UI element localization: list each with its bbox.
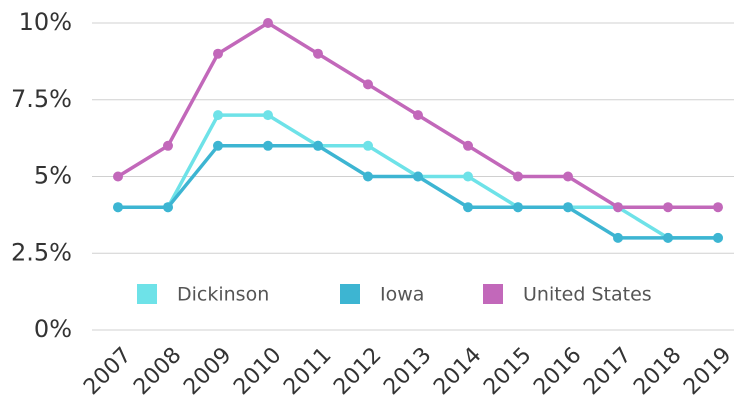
data-point: [313, 140, 323, 151]
data-point: [563, 171, 573, 182]
legend-label: United States: [523, 284, 652, 306]
data-point: [163, 202, 173, 213]
data-point: [113, 171, 123, 182]
x-tick-label: 2017: [579, 343, 636, 400]
data-point: [313, 48, 323, 59]
y-tick-label: 7.5%: [11, 85, 72, 113]
data-point: [513, 202, 523, 213]
data-point: [463, 202, 473, 213]
x-tick-label: 2015: [479, 343, 536, 400]
x-tick-label: 2010: [229, 343, 286, 400]
legend-swatch: [137, 284, 157, 304]
data-point: [513, 171, 523, 182]
x-tick-label: 2009: [179, 343, 236, 400]
x-tick-label: 2019: [679, 343, 734, 400]
data-point: [713, 202, 723, 213]
data-point: [413, 171, 423, 182]
data-point: [113, 202, 123, 213]
legend-swatch: [483, 284, 503, 304]
legend-swatch: [340, 284, 360, 304]
x-tick-label: 2013: [379, 343, 436, 400]
legend-label: Dickinson: [177, 284, 269, 306]
data-point: [613, 202, 623, 213]
y-tick-label: 2.5%: [11, 238, 72, 266]
data-point: [263, 110, 273, 121]
y-tick-label: 0%: [34, 315, 72, 343]
x-tick-label: 2011: [279, 343, 336, 400]
data-point: [363, 79, 373, 90]
legend-label: Iowa: [380, 284, 424, 306]
x-tick-label: 2008: [129, 343, 186, 400]
data-point: [713, 232, 723, 243]
data-point: [263, 18, 273, 28]
data-point: [463, 140, 473, 151]
data-point: [213, 110, 223, 121]
data-point: [363, 171, 373, 182]
data-point: [663, 232, 673, 243]
data-point: [413, 110, 423, 121]
data-point: [213, 48, 223, 59]
x-tick-label: 2012: [329, 343, 386, 400]
data-point: [163, 140, 173, 151]
data-point: [563, 202, 573, 213]
x-tick-label: 2016: [529, 343, 586, 400]
data-point: [663, 202, 673, 213]
y-tick-label: 10%: [19, 8, 72, 36]
data-point: [263, 140, 273, 151]
x-tick-label: 2014: [429, 343, 486, 400]
series-line: [118, 144, 718, 240]
data-point: [613, 232, 623, 243]
x-tick-label: 2007: [79, 343, 136, 400]
data-point: [363, 140, 373, 151]
x-tick-label: 2018: [629, 343, 686, 400]
y-tick-label: 5%: [34, 162, 72, 190]
data-point: [213, 140, 223, 151]
data-point: [463, 171, 473, 182]
